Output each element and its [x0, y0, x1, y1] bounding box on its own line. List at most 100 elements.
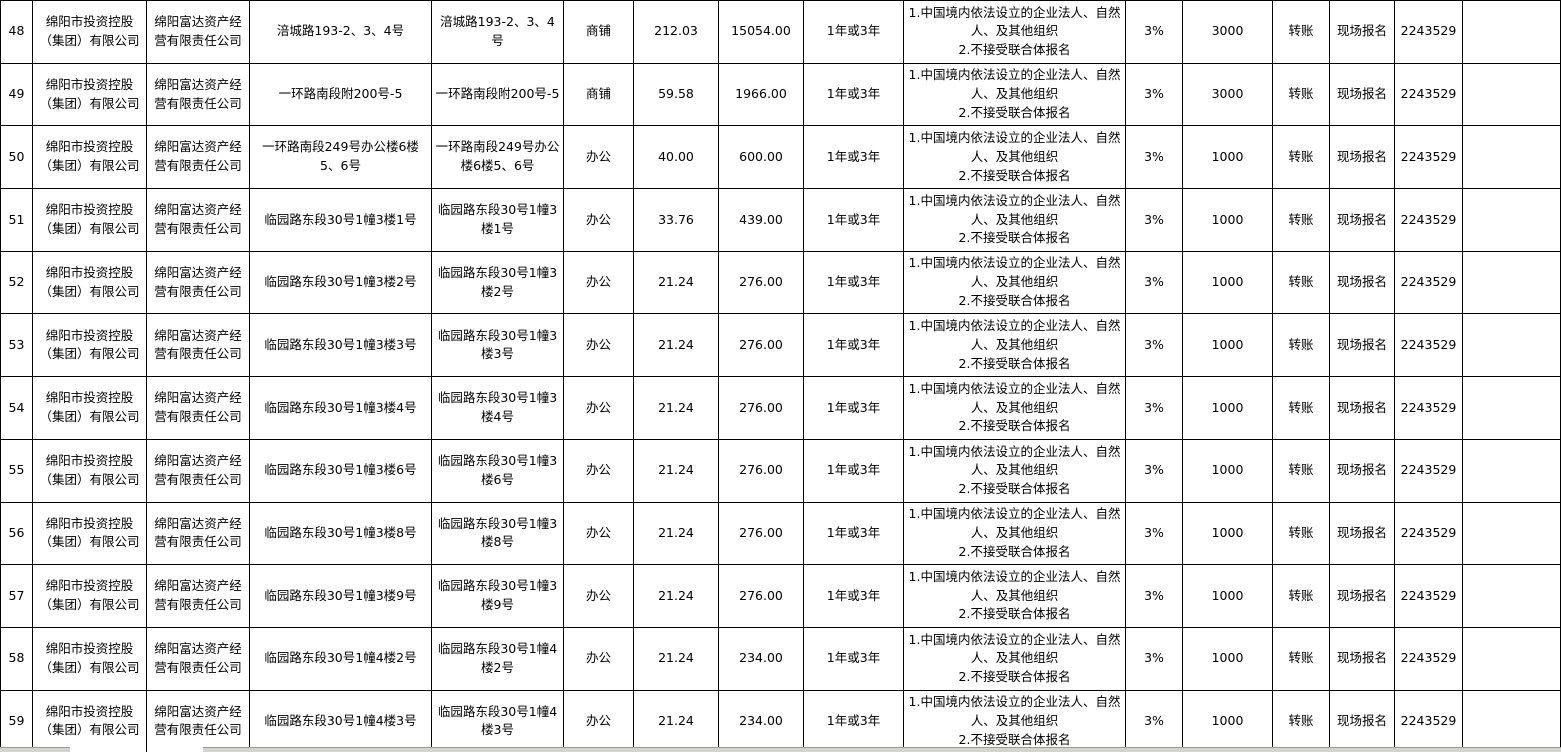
- cell-rate: 3%: [1125, 125, 1183, 190]
- cell-operator-company: 绵阳富达资产经营有限责任公司: [146, 188, 250, 252]
- cell-row-number: 54: [0, 376, 33, 440]
- cell-area: 21.24: [633, 501, 719, 566]
- cell-price: 439.00: [718, 188, 804, 252]
- cell-owner-company: 绵阳市投资控股（集团）有限公司: [32, 564, 147, 628]
- cell-rate: 3%: [1125, 376, 1183, 440]
- cell-property-location: 临园路东段30号1幢3楼4号: [249, 376, 432, 440]
- cell-operator-company: 绵阳富达资产经营有限责任公司: [146, 689, 250, 752]
- table-row: 54 绵阳市投资控股（集团）有限公司 绵阳富达资产经营有限责任公司 临园路东段3…: [0, 376, 1561, 440]
- cell-row-number: 59: [0, 689, 33, 752]
- cell-contact-code: 2243529: [1394, 438, 1463, 503]
- cell-property-name: 涪城路193-2、3、4号: [431, 0, 564, 64]
- cell-property-location: 临园路东段30号1幢3楼1号: [249, 188, 432, 252]
- cell-rate: 3%: [1125, 313, 1183, 378]
- cell-property-location: 临园路东段30号1幢3楼8号: [249, 501, 432, 566]
- cell-property-name: 一环路南段249号办公楼6楼5、6号: [431, 125, 564, 190]
- cell-lease-term: 1年或3年: [803, 438, 904, 503]
- cell-property-name: 一环路南段附200号-5: [431, 62, 564, 127]
- cell-deposit: 3000: [1182, 62, 1273, 127]
- cell-payment-method: 转账: [1272, 564, 1330, 628]
- cell-bidder-requirements: 1.中国境内依法设立的企业法人、自然人、及其他组织 2.不接受联合体报名: [903, 689, 1126, 752]
- cell-property-use: 办公: [563, 250, 634, 315]
- cell-deposit: 1000: [1182, 250, 1273, 315]
- cell-property-location: 一环路南段附200号-5: [249, 62, 432, 127]
- cell-empty: [1462, 501, 1561, 566]
- cell-lease-term: 1年或3年: [803, 564, 904, 628]
- table-row: 53 绵阳市投资控股（集团）有限公司 绵阳富达资产经营有限责任公司 临园路东段3…: [0, 313, 1561, 378]
- cell-property-use: 办公: [563, 125, 634, 190]
- cell-rate: 3%: [1125, 0, 1183, 64]
- cell-registration-method: 现场报名: [1329, 564, 1395, 628]
- cell-deposit: 1000: [1182, 626, 1273, 691]
- cell-property-use: 办公: [563, 626, 634, 691]
- cell-property-location: 涪城路193-2、3、4号: [249, 0, 432, 64]
- cell-registration-method: 现场报名: [1329, 62, 1395, 127]
- cell-property-name: 临园路东段30号1幢3楼9号: [431, 564, 564, 628]
- cell-operator-company: 绵阳富达资产经营有限责任公司: [146, 313, 250, 378]
- cell-registration-method: 现场报名: [1329, 501, 1395, 566]
- cell-registration-method: 现场报名: [1329, 376, 1395, 440]
- cell-bidder-requirements: 1.中国境内依法设立的企业法人、自然人、及其他组织 2.不接受联合体报名: [903, 501, 1126, 566]
- cell-row-number: 55: [0, 438, 33, 503]
- cell-operator-company: 绵阳富达资产经营有限责任公司: [146, 125, 250, 190]
- cell-registration-method: 现场报名: [1329, 125, 1395, 190]
- cell-contact-code: 2243529: [1394, 501, 1463, 566]
- cell-area: 21.24: [633, 313, 719, 378]
- cell-payment-method: 转账: [1272, 438, 1330, 503]
- cell-property-use: 办公: [563, 376, 634, 440]
- cell-bidder-requirements: 1.中国境内依法设立的企业法人、自然人、及其他组织 2.不接受联合体报名: [903, 438, 1126, 503]
- cell-empty: [1462, 313, 1561, 378]
- cell-rate: 3%: [1125, 188, 1183, 252]
- table-row: 59 绵阳市投资控股（集团）有限公司 绵阳富达资产经营有限责任公司 临园路东段3…: [0, 689, 1561, 752]
- cell-property-name: 临园路东段30号1幢4楼3号: [431, 689, 564, 752]
- cell-owner-company: 绵阳市投资控股（集团）有限公司: [32, 0, 147, 64]
- cell-operator-company: 绵阳富达资产经营有限责任公司: [146, 626, 250, 691]
- cell-owner-company: 绵阳市投资控股（集团）有限公司: [32, 188, 147, 252]
- cell-empty: [1462, 62, 1561, 127]
- cell-contact-code: 2243529: [1394, 564, 1463, 628]
- cell-rate: 3%: [1125, 62, 1183, 127]
- cell-property-name: 临园路东段30号1幢3楼1号: [431, 188, 564, 252]
- cell-lease-term: 1年或3年: [803, 689, 904, 752]
- cell-price: 276.00: [718, 313, 804, 378]
- cell-deposit: 3000: [1182, 0, 1273, 64]
- cell-property-name: 临园路东段30号1幢4楼2号: [431, 626, 564, 691]
- cell-price: 276.00: [718, 250, 804, 315]
- cell-area: 21.24: [633, 376, 719, 440]
- cell-empty: [1462, 626, 1561, 691]
- cell-bidder-requirements: 1.中国境内依法设立的企业法人、自然人、及其他组织 2.不接受联合体报名: [903, 62, 1126, 127]
- cell-owner-company: 绵阳市投资控股（集团）有限公司: [32, 250, 147, 315]
- cell-property-use: 办公: [563, 501, 634, 566]
- cell-contact-code: 2243529: [1394, 626, 1463, 691]
- cell-rate: 3%: [1125, 438, 1183, 503]
- cell-area: 40.00: [633, 125, 719, 190]
- cell-property-location: 临园路东段30号1幢3楼6号: [249, 438, 432, 503]
- cell-property-use: 办公: [563, 438, 634, 503]
- cell-property-name: 临园路东段30号1幢3楼6号: [431, 438, 564, 503]
- cell-registration-method: 现场报名: [1329, 313, 1395, 378]
- cell-rate: 3%: [1125, 626, 1183, 691]
- cell-area: 21.24: [633, 564, 719, 628]
- cell-deposit: 1000: [1182, 125, 1273, 190]
- cell-property-name: 临园路东段30号1幢3楼3号: [431, 313, 564, 378]
- cell-property-name: 临园路东段30号1幢3楼2号: [431, 250, 564, 315]
- cell-lease-term: 1年或3年: [803, 0, 904, 64]
- cell-payment-method: 转账: [1272, 689, 1330, 752]
- cell-payment-method: 转账: [1272, 125, 1330, 190]
- cell-area: 21.24: [633, 626, 719, 691]
- cell-contact-code: 2243529: [1394, 689, 1463, 752]
- cell-price: 276.00: [718, 564, 804, 628]
- cell-price: 234.00: [718, 626, 804, 691]
- cell-bidder-requirements: 1.中国境内依法设立的企业法人、自然人、及其他组织 2.不接受联合体报名: [903, 376, 1126, 440]
- table-row: 52 绵阳市投资控股（集团）有限公司 绵阳富达资产经营有限责任公司 临园路东段3…: [0, 250, 1561, 315]
- cell-payment-method: 转账: [1272, 313, 1330, 378]
- cell-owner-company: 绵阳市投资控股（集团）有限公司: [32, 313, 147, 378]
- cell-price: 276.00: [718, 438, 804, 503]
- table-row: 57 绵阳市投资控股（集团）有限公司 绵阳富达资产经营有限责任公司 临园路东段3…: [0, 564, 1561, 628]
- cell-property-location: 一环路南段249号办公楼6楼5、6号: [249, 125, 432, 190]
- cell-property-location: 临园路东段30号1幢3楼9号: [249, 564, 432, 628]
- cell-property-location: 临园路东段30号1幢3楼2号: [249, 250, 432, 315]
